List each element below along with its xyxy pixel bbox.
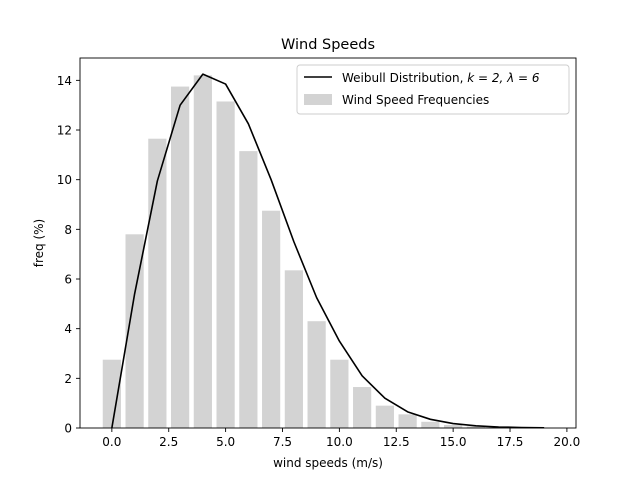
x-tick-label: 2.5 [159,435,178,449]
legend-bar-swatch [304,94,332,105]
x-tick-label: 10.0 [326,435,353,449]
bar-1 [125,234,144,428]
bar-12 [375,405,394,428]
y-tick-label: 0 [64,422,72,436]
bar-11 [353,387,372,428]
bar-13 [398,414,417,428]
bar-10 [330,359,349,428]
bar-3 [171,86,190,428]
y-tick-label: 6 [64,273,72,287]
legend-line-label-prefix: Weibull Distribution, [342,71,467,85]
weibull-line [111,73,545,429]
y-tick-label: 8 [64,223,72,237]
x-axis-label: wind speeds (m/s) [273,456,383,470]
y-axis-label: freq (%) [32,219,46,267]
bar-2 [148,138,167,428]
bar-14 [421,421,440,428]
bar-4 [193,75,212,428]
legend-bar-label: Wind Speed Frequencies [342,93,489,107]
x-tick-label: 12.5 [383,435,410,449]
bar-15 [444,425,463,428]
legend: Weibull Distribution, k = 2, λ = 6 Wind … [296,64,570,115]
bar-9 [307,321,326,428]
bar-8 [284,270,303,428]
y-tick-label: 14 [57,74,72,88]
x-tick-label: 7.5 [273,435,292,449]
x-tick-label: 17.5 [497,435,524,449]
legend-box [296,64,570,115]
bar-7 [262,210,281,428]
bar-16 [466,426,485,428]
y-tick-label: 12 [57,124,72,138]
legend-line-label-math: k = 2, λ = 6 [467,71,540,85]
legend-line-label: Weibull Distribution, k = 2, λ = 6 [342,71,540,85]
x-tick-label: 5.0 [216,435,235,449]
y-tick-label: 2 [64,372,72,386]
plot-area [79,57,577,429]
bar-0 [102,359,121,428]
chart-title: Wind Speeds [281,37,375,53]
bar-5 [216,101,235,429]
y-tick-label: 4 [64,322,72,336]
x-tick-label: 0.0 [102,435,121,449]
x-axis-ticks: 0.0 2.5 5.0 7.5 10.0 12.5 15.0 17.5 20.0 [102,428,580,449]
bar-6 [239,151,258,428]
y-axis-ticks: 0 2 4 6 8 10 12 14 [57,74,80,436]
line-layer [111,73,545,429]
x-tick-label: 15.0 [440,435,467,449]
y-tick-label: 10 [57,173,72,187]
x-tick-label: 20.0 [554,435,581,449]
bars-layer [102,75,554,429]
